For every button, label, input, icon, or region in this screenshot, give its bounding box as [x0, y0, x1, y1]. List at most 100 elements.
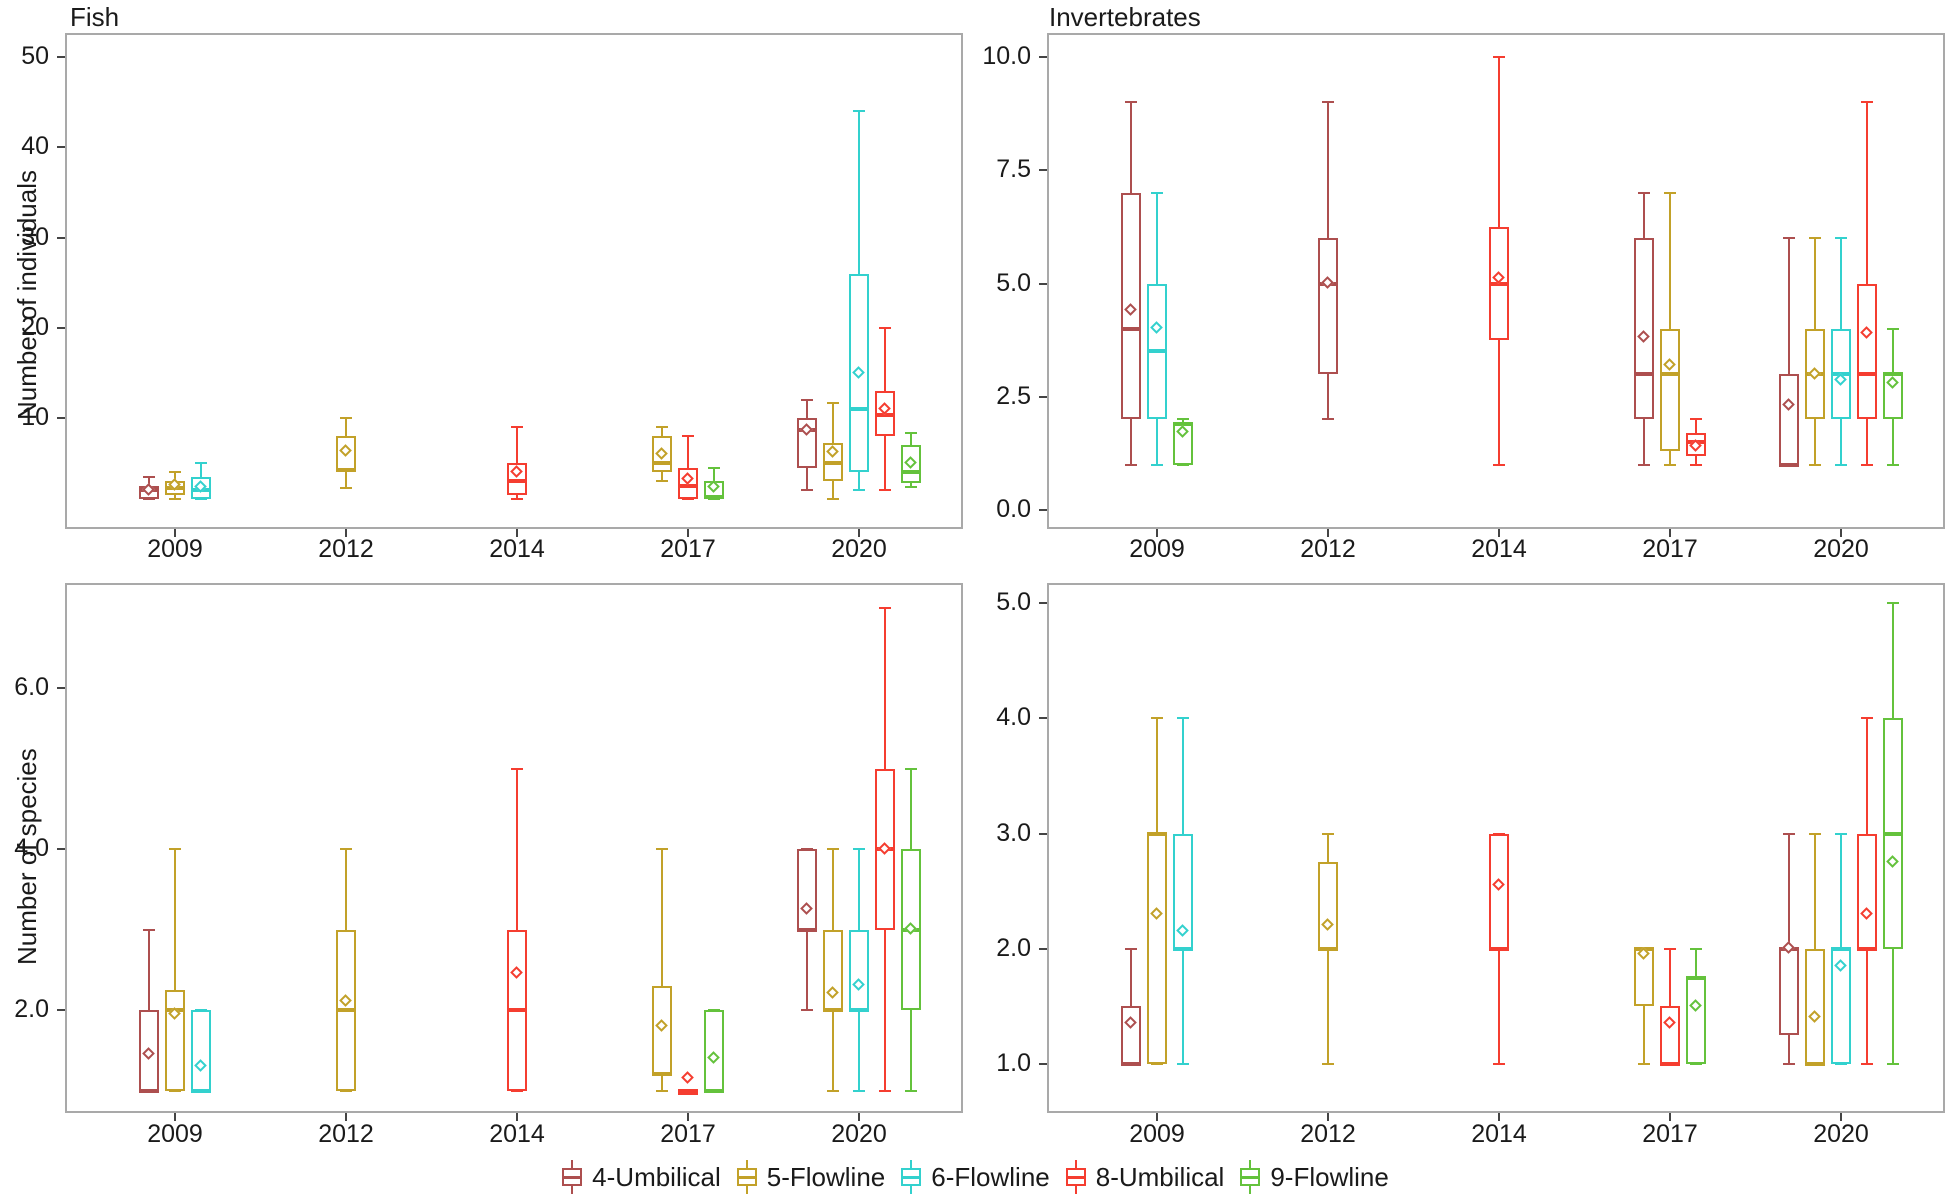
- whisker-cap-top: [1783, 237, 1795, 240]
- median-line: [336, 1008, 356, 1012]
- boxplot-box: [1318, 238, 1338, 375]
- boxplot-box: [1634, 238, 1654, 420]
- boxplot-box: [1857, 833, 1877, 949]
- x-tick-label-year: 2009: [1129, 1120, 1185, 1148]
- median-line: [849, 407, 869, 412]
- legend-boxplot-key-icon: [1064, 1160, 1088, 1194]
- legend-item-4-umbilical: 4-Umbilical: [560, 1160, 721, 1194]
- x-tick-label-year: 2012: [318, 1120, 374, 1148]
- median-line: [507, 1008, 527, 1012]
- whisker-cap-top: [1835, 237, 1847, 240]
- whisker-cap-bottom: [1322, 1063, 1334, 1065]
- whisker-cap-bottom: [511, 1089, 523, 1092]
- x-tick-label-year: 2012: [1300, 535, 1356, 563]
- y-tick-mark: [1039, 169, 1047, 172]
- whisker-cap-bottom: [1177, 463, 1189, 466]
- boxplot-box: [165, 989, 185, 1091]
- x-tick-mark: [1327, 1113, 1329, 1121]
- y-tick-label: 2.0: [14, 995, 49, 1023]
- median-line: [1660, 1062, 1680, 1066]
- y-tick-mark: [1039, 1063, 1047, 1065]
- x-tick-label-year: 2020: [831, 535, 887, 563]
- y-tick-label: 7.5: [996, 155, 1031, 184]
- legend-label: 5-Flowline: [766, 1161, 886, 1192]
- whisker-cap-bottom: [708, 498, 720, 501]
- whisker-cap-top: [1125, 947, 1137, 950]
- boxplot-box: [704, 1010, 724, 1091]
- x-tick-label-year: 2012: [318, 535, 374, 563]
- median-line: [1147, 831, 1167, 836]
- whisker-cap-top: [143, 475, 155, 478]
- whisker-cap-bottom: [905, 1089, 917, 1092]
- median-line: [1173, 946, 1193, 951]
- x-tick-label-year: 2014: [1471, 535, 1527, 563]
- x-tick-mark: [687, 1113, 689, 1121]
- whisker-cap-bottom: [143, 498, 155, 501]
- whisker-cap-top: [879, 606, 891, 609]
- whisker-cap-bottom: [1493, 1063, 1505, 1065]
- x-tick-label-year: 2020: [831, 1120, 887, 1148]
- y-tick-mark: [1039, 832, 1047, 835]
- whisker-cap-top: [340, 848, 352, 850]
- panel-title-fish: Fish: [70, 2, 120, 32]
- boxplot-box: [1857, 283, 1877, 420]
- median-line: [1173, 421, 1193, 426]
- whisker-line: [516, 427, 518, 500]
- x-tick-label-year: 2014: [489, 535, 545, 563]
- x-tick-label-year: 2009: [1129, 535, 1185, 563]
- whisker-cap-top: [511, 767, 523, 770]
- median-line: [652, 1072, 672, 1077]
- y-tick-mark: [1039, 602, 1047, 605]
- boxplot-box: [1686, 977, 1706, 1064]
- median-line: [1779, 462, 1799, 467]
- whisker-cap-top: [656, 848, 668, 850]
- median-line: [1883, 831, 1903, 836]
- median-line: [823, 461, 843, 466]
- whisker-cap-bottom: [656, 480, 668, 483]
- y-tick-mark: [1039, 282, 1047, 285]
- whisker-cap-bottom: [1861, 1063, 1873, 1065]
- x-tick-mark: [516, 1113, 518, 1121]
- whisker-cap-bottom: [511, 498, 523, 501]
- median-line: [1805, 1062, 1825, 1066]
- y-tick-label: 2.0: [996, 933, 1031, 962]
- x-tick-mark: [1669, 529, 1671, 537]
- whisker-line: [661, 849, 663, 1091]
- x-tick-mark: [858, 1113, 860, 1121]
- x-tick-mark: [1156, 1113, 1158, 1121]
- whisker-cap-bottom: [1638, 463, 1650, 466]
- x-tick-mark: [1327, 529, 1329, 537]
- whisker-cap-top: [801, 399, 813, 402]
- whisker-cap-top: [656, 426, 668, 429]
- whisker-cap-bottom: [1783, 1063, 1795, 1065]
- whisker-cap-bottom: [1887, 463, 1899, 466]
- whisker-cap-top: [905, 767, 917, 770]
- x-tick-label-year: 2017: [1642, 535, 1698, 563]
- x-tick-mark: [345, 1113, 347, 1121]
- y-tick-mark: [57, 146, 65, 149]
- whisker-cap-top: [1664, 947, 1676, 950]
- median-line: [1634, 372, 1654, 377]
- y-tick-label: 2.5: [996, 381, 1031, 410]
- x-tick-label-year: 2009: [147, 1120, 203, 1148]
- whisker-cap-bottom: [1151, 1063, 1163, 1065]
- y-tick-label: 3.0: [996, 818, 1031, 847]
- whisker-cap-bottom: [1493, 463, 1505, 466]
- y-tick-label: 10: [21, 403, 49, 432]
- whisker-cap-bottom: [340, 486, 352, 489]
- whisker-cap-top: [1638, 191, 1650, 194]
- whisker-cap-bottom: [1125, 463, 1137, 466]
- whisker-cap-top: [340, 417, 352, 420]
- whisker-line: [687, 436, 689, 500]
- y-tick-label: 10.0: [982, 42, 1031, 70]
- x-tick-mark: [1669, 1113, 1671, 1121]
- y-tick-label: 40: [21, 132, 49, 161]
- whisker-cap-bottom: [682, 498, 694, 501]
- y-tick-label: 4.0: [996, 703, 1031, 732]
- y-tick-label: 4.0: [14, 834, 49, 862]
- median-line: [191, 1088, 211, 1093]
- legend-item-5-flowline: 5-Flowline: [735, 1160, 886, 1194]
- whisker-cap-top: [1177, 418, 1189, 421]
- median-line: [901, 470, 921, 475]
- legend-label: 9-Flowline: [1270, 1161, 1389, 1192]
